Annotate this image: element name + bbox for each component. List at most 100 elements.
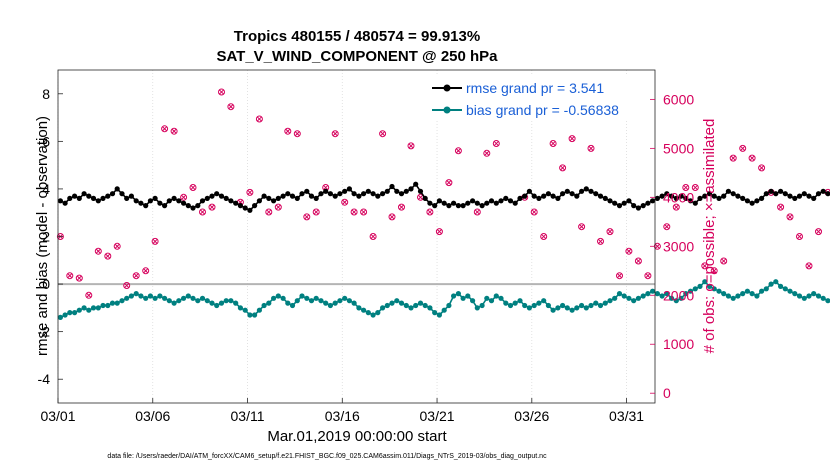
- obs-count-point: [199, 208, 206, 216]
- rmse-point: [792, 195, 798, 201]
- rmse-point: [289, 193, 296, 199]
- obs-count-point: [208, 203, 216, 211]
- rmse-point: [474, 200, 480, 206]
- bias-point: [62, 312, 68, 318]
- obs-assimilated-marker: [455, 148, 461, 154]
- obs-assimilated-marker: [588, 145, 594, 151]
- rmse-point: [583, 186, 589, 192]
- rmse-point: [702, 193, 708, 199]
- obs-count-point: [663, 223, 671, 231]
- rmse-point: [664, 191, 670, 197]
- bias-point: [398, 300, 405, 306]
- rmse-point: [332, 193, 338, 199]
- bias-point: [119, 298, 125, 304]
- rmse-point: [228, 198, 234, 204]
- bias-point: [365, 310, 371, 316]
- rmse-point: [398, 191, 405, 197]
- bias-point: [659, 293, 665, 299]
- rmse-point: [237, 203, 243, 209]
- obs-assimilated-marker: [806, 263, 812, 269]
- chart-subtitle: SAT_V_WIND_COMPONENT @ 250 hPa: [216, 48, 498, 65]
- y-axis-left-label: rmse and bias (model - observation): [34, 116, 51, 356]
- obs-assimilated-marker: [133, 273, 139, 279]
- bias-point: [493, 293, 499, 299]
- obs-count-point: [132, 272, 140, 280]
- bias-point: [474, 305, 480, 311]
- bias-point: [427, 305, 433, 311]
- obs-possible-marker: [540, 233, 548, 240]
- bias-point: [337, 298, 343, 304]
- obs-assimilated-marker: [294, 131, 300, 137]
- obs-count-point: [189, 184, 197, 191]
- obs-possible-marker: [199, 208, 206, 216]
- rmse-point: [782, 191, 788, 197]
- rmse-point: [299, 191, 305, 197]
- rmse-point: [820, 188, 826, 194]
- bias-point: [176, 298, 182, 304]
- rmse-point: [171, 195, 177, 201]
- rmse-point: [574, 193, 580, 199]
- rmse-point: [560, 191, 566, 197]
- bias-point: [323, 300, 329, 306]
- obs-assimilated-marker: [654, 243, 660, 249]
- obs-count-point: [255, 115, 263, 123]
- bias-point: [574, 305, 580, 311]
- obs-possible-marker: [682, 184, 690, 191]
- obs-possible-marker: [435, 228, 443, 236]
- rmse-point: [181, 200, 187, 206]
- obs-assimilated-marker: [162, 126, 168, 132]
- rmse-series: [57, 181, 830, 213]
- obs-count-point: [710, 267, 718, 275]
- obs-assimilated-marker: [796, 233, 803, 240]
- obs-assimilated-marker: [711, 268, 717, 274]
- obs-assimilated-marker: [323, 184, 329, 191]
- bias-point: [252, 312, 258, 318]
- bias-point: [569, 307, 575, 313]
- obs-possible-marker: [739, 144, 747, 152]
- bias-point: [76, 307, 82, 313]
- legend-rmse-marker: [443, 84, 451, 92]
- y-tick-label: -2: [38, 324, 51, 340]
- obs-possible-marker: [331, 130, 339, 138]
- obs-count-point: [284, 127, 292, 135]
- bias-point: [792, 291, 798, 297]
- rmse-point: [294, 195, 300, 201]
- rmse-point: [683, 195, 689, 201]
- rmse-point: [143, 203, 149, 209]
- rmse-point: [166, 198, 172, 204]
- rmse-point: [275, 195, 281, 201]
- obs-count-point: [180, 193, 188, 201]
- bias-point: [531, 302, 537, 309]
- y-tick-label: 2: [42, 229, 50, 245]
- rmse-point: [81, 191, 87, 197]
- obs-count-point: [113, 242, 121, 250]
- rmse-point: [337, 191, 343, 197]
- rmse-point: [460, 203, 466, 209]
- obs-possible-marker: [748, 154, 756, 162]
- rmse-point: [593, 191, 599, 197]
- rmse-point: [541, 193, 547, 199]
- obs-assimilated-marker: [351, 209, 357, 215]
- bias-point: [735, 293, 741, 299]
- rmse-point: [185, 203, 191, 209]
- legend: rmse grand pr = 3.541 bias grand pr = -0…: [428, 75, 646, 121]
- obs-possible-marker: [530, 208, 538, 216]
- obs-assimilated-marker: [474, 209, 480, 215]
- obs-count-point: [815, 228, 822, 236]
- obs-assimilated-marker: [673, 204, 679, 210]
- bias-point: [607, 298, 613, 304]
- rmse-point: [484, 200, 490, 206]
- bias-point: [654, 291, 661, 297]
- obs-count-point: [341, 198, 349, 206]
- y-right-tick-label: 0: [663, 385, 671, 401]
- obs-count-point: [331, 130, 339, 138]
- bias-point: [730, 295, 736, 301]
- obs-assimilated-marker: [247, 189, 253, 195]
- obs-possible-marker: [312, 208, 320, 216]
- rmse-point: [446, 203, 452, 209]
- rmse-point: [247, 207, 253, 213]
- obs-assimilated-marker: [199, 209, 206, 215]
- bias-point: [351, 300, 357, 306]
- rmse-point: [569, 191, 575, 197]
- obs-possible-marker: [398, 203, 405, 211]
